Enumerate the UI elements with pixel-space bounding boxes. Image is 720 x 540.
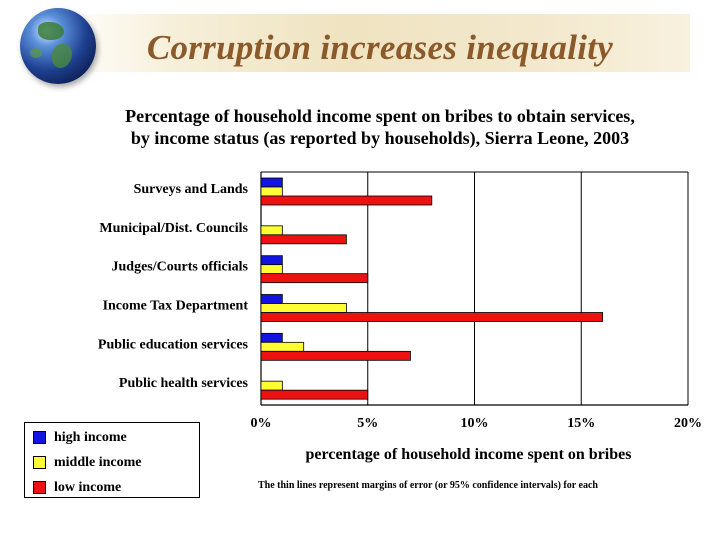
legend-swatch-low [33,481,46,495]
slide-title: Corruption increases inequality [146,28,614,67]
bar-low-4 [260,350,411,361]
chart-title-line-1: Percentage of household income spent on … [125,106,635,126]
category-label-2: Judges/Courts officials [112,260,249,275]
x-tick-label-4: 20% [674,416,702,431]
bar-low-5 [260,389,369,400]
legend-item-high: high income [33,428,127,448]
bar-high-0 [260,177,283,188]
category-label-5: Public health services [119,376,249,391]
x-tick-label-1: 5% [357,416,378,431]
legend-label-high: high income [54,430,127,445]
legend-label-middle: middle income [54,455,142,470]
x-tick-label-0: 0% [251,416,272,431]
legend-item-low: low income [33,478,121,498]
bar-middle-4 [260,341,305,352]
category-label-3: Income Tax Department [103,299,249,314]
x-tick-label-3: 15% [567,416,595,431]
category-label-4: Public education services [98,337,249,352]
category-label-1: Municipal/Dist. Councils [99,221,248,236]
bar-high-4 [260,332,283,343]
bar-low-2 [260,273,369,284]
category-label-0: Surveys and Lands [134,182,249,197]
globe-icon [20,8,96,84]
chart-title-line-2: by income status (as reported by househo… [130,128,630,148]
chart-footnote: The thin lines represent margins of erro… [258,480,598,491]
legend-label-low: low income [54,480,122,495]
bar-middle-3 [260,303,347,313]
chart-legend: high income middle income low income [24,422,200,498]
x-tick-label-2: 10% [461,416,489,431]
bar-middle-0 [260,186,283,197]
bar-middle-2 [260,264,283,275]
bar-middle-5 [260,380,283,391]
x-axis-label: percentage of household income spent on … [306,446,632,463]
title-banner [60,14,690,72]
bar-high-3 [260,294,283,304]
bar-low-1 [260,234,347,245]
bar-middle-1 [260,225,283,236]
bar-low-0 [260,195,433,206]
legend-swatch-middle [33,456,46,470]
legend-item-middle: middle income [33,453,142,473]
chart-title: Percentage of household income spent on … [40,105,720,149]
bar-high-2 [260,255,283,266]
legend-swatch-high [33,431,46,445]
bar-low-3 [260,312,604,322]
